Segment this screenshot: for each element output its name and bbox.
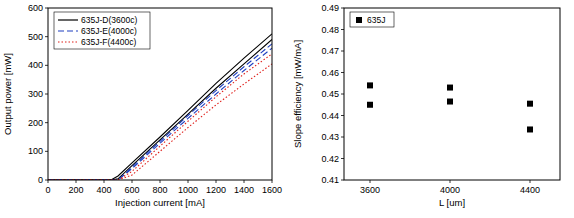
x-tick-label: 1000	[178, 185, 198, 195]
series-line	[48, 48, 272, 180]
y-tick-label: 0.46	[321, 68, 339, 78]
series-line	[48, 34, 272, 180]
y-tick-label: 0.45	[321, 89, 339, 99]
y-tick-label: 100	[28, 146, 43, 156]
x-tick-label: 1200	[206, 185, 226, 195]
y-tick-label: 0.44	[321, 111, 339, 121]
point	[447, 85, 453, 91]
y-tick-label: 0.43	[321, 132, 339, 142]
y-tick-label: 600	[28, 3, 43, 13]
y-tick-label: 0.48	[321, 25, 339, 35]
figure: 0 200 400 600 800 1000 1200 1400 1600 0 100 200 300 4…	[0, 0, 574, 218]
plot-frame	[48, 8, 272, 180]
chart-line: 0 200 400 600 800 1000 1200 1400 1600 0 100 200 300 4…	[2, 3, 282, 208]
series-line	[48, 40, 272, 180]
x-tick-label: 1400	[234, 185, 254, 195]
plot-frame	[344, 8, 560, 180]
point	[527, 101, 533, 107]
legend-label: 635J-F(4400c)	[81, 37, 136, 47]
x-tick-label: 4000	[440, 185, 460, 195]
y-tick-label: 0.41	[321, 175, 339, 185]
plot-data	[48, 34, 272, 180]
legend-line	[58, 41, 78, 42]
x-tick-label: 800	[152, 185, 167, 195]
y-axis-label: Output power [mW]	[2, 53, 13, 135]
legend-line	[58, 30, 78, 31]
y-tick-label: 0	[38, 175, 43, 185]
legend: 635J-D(3600c)635J-E(4000c)635J-F(4400c)	[54, 12, 150, 49]
x-tick-label: 3600	[360, 185, 380, 195]
x-tick-label: 1600	[262, 185, 282, 195]
y-tick-label: 500	[28, 32, 43, 42]
point	[447, 99, 453, 105]
point	[527, 126, 533, 132]
x-tick-label: 200	[68, 185, 83, 195]
y-tick-label: 0.42	[321, 154, 339, 164]
legend-marker	[356, 17, 362, 23]
y-tick-label: 200	[28, 118, 43, 128]
series-line	[48, 54, 272, 180]
legend-box	[54, 12, 150, 49]
legend-line	[58, 19, 78, 20]
legend-label: 635J	[367, 15, 385, 25]
point	[367, 102, 373, 108]
y-tick-label: 300	[28, 89, 43, 99]
point	[367, 82, 373, 88]
y-axis-label: Slope efficiency [mW/mA]	[292, 40, 303, 148]
plot-data	[367, 82, 533, 132]
x-tick-label: 400	[96, 185, 111, 195]
x-tick-label: 600	[124, 185, 139, 195]
y-tick-label: 0.47	[321, 46, 339, 56]
legend-label: 635J-D(3600c)	[81, 15, 137, 25]
y-tick-label: 400	[28, 60, 43, 70]
series-line	[48, 64, 272, 180]
legend: 635J	[350, 12, 394, 27]
y-tick-label: 0.49	[321, 3, 339, 13]
legend-box	[350, 12, 394, 27]
x-tick-label: 4400	[520, 185, 540, 195]
x-axis-label: L [um]	[439, 197, 465, 208]
series-line	[48, 44, 272, 180]
chart-scatter: 3600 4000 4400 0.41 0.42 0.43 0.44 0.45 0.46 0.47…	[292, 3, 560, 208]
x-axis-label: Injection current [mA]	[115, 197, 205, 208]
x-tick-label: 0	[45, 185, 50, 195]
legend-label: 635J-E(4000c)	[81, 26, 137, 36]
